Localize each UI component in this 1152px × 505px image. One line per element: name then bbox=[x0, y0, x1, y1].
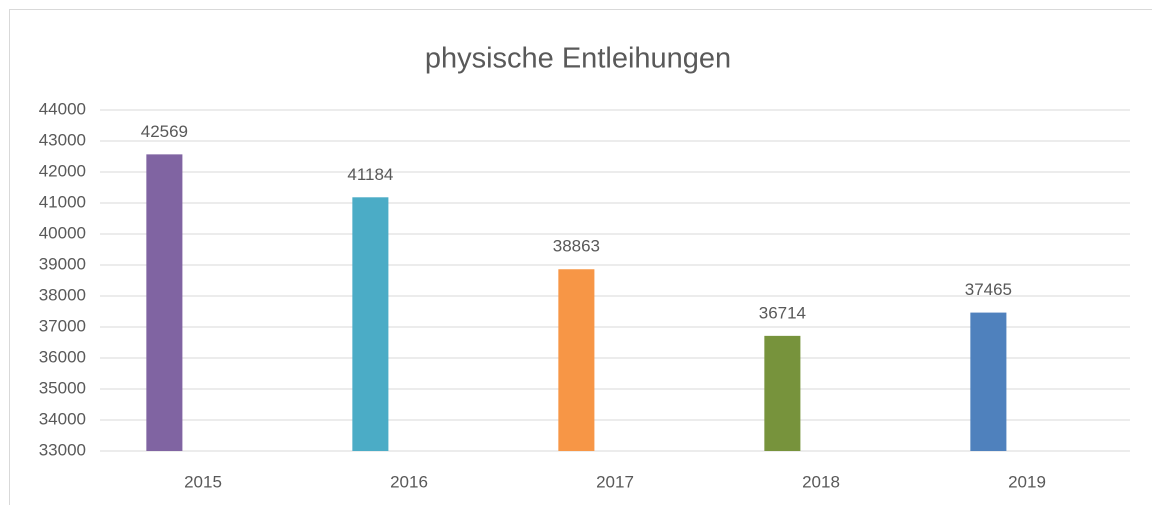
y-tick-label: 43000 bbox=[39, 130, 86, 149]
y-tick-label: 39000 bbox=[39, 254, 86, 273]
bar bbox=[970, 312, 1007, 451]
x-tick-label: 2016 bbox=[390, 472, 428, 491]
y-tick-label: 35000 bbox=[39, 378, 86, 397]
chart-title: physische Entleihungen bbox=[425, 43, 731, 75]
bar bbox=[352, 197, 389, 451]
y-tick-label: 44000 bbox=[39, 99, 86, 118]
y-tick-label: 42000 bbox=[39, 161, 86, 180]
data-label: 41184 bbox=[347, 165, 393, 184]
bar bbox=[764, 335, 801, 451]
y-tick-label: 40000 bbox=[39, 223, 86, 242]
y-tick-label: 41000 bbox=[39, 192, 86, 211]
data-label: 37465 bbox=[965, 280, 1012, 299]
data-label: 36714 bbox=[759, 303, 806, 322]
x-tick-label: 2017 bbox=[596, 472, 634, 491]
x-tick-label: 2015 bbox=[184, 472, 222, 491]
data-label: 38863 bbox=[553, 237, 600, 256]
y-tick-label: 36000 bbox=[39, 347, 86, 366]
bar bbox=[146, 154, 183, 451]
y-tick-label: 38000 bbox=[39, 285, 86, 304]
y-tick-label: 37000 bbox=[39, 316, 86, 335]
data-label: 42569 bbox=[141, 122, 188, 141]
x-tick-label: 2018 bbox=[802, 472, 840, 491]
bar bbox=[558, 269, 595, 451]
x-tick-label: 2019 bbox=[1008, 472, 1046, 491]
y-tick-label: 34000 bbox=[39, 409, 86, 428]
y-tick-label: 33000 bbox=[39, 440, 86, 459]
